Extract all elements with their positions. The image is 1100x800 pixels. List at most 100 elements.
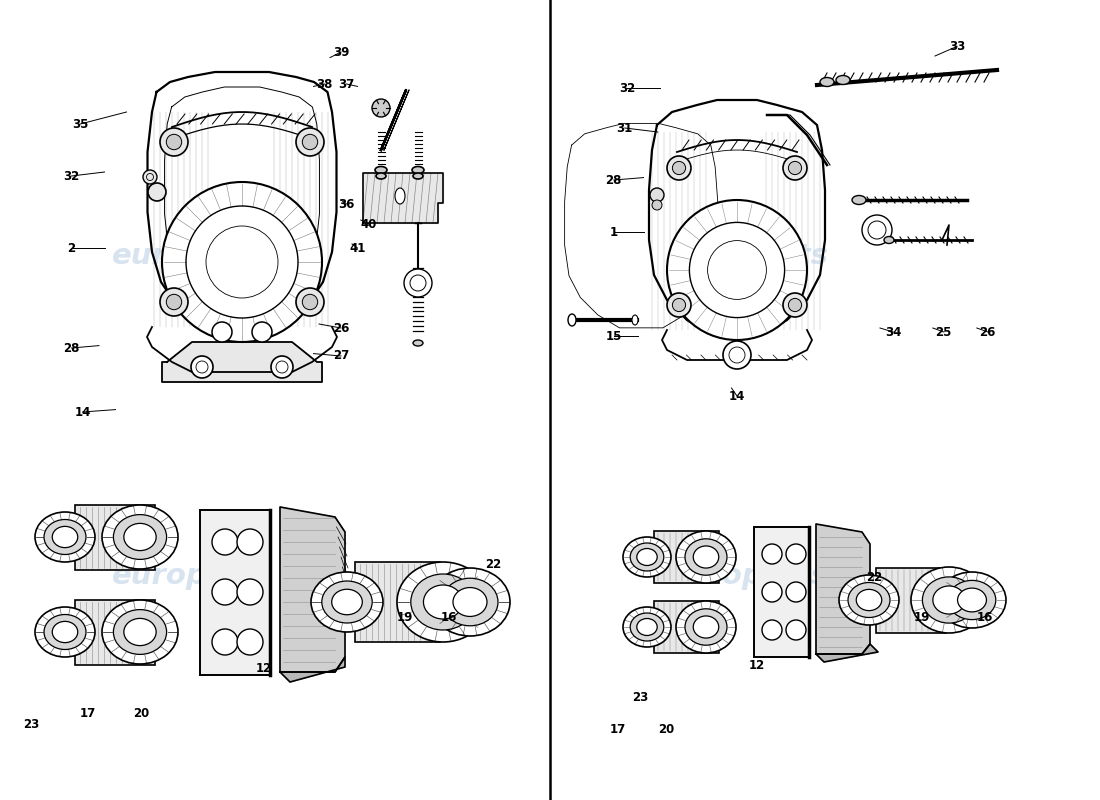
Text: 14: 14 — [729, 390, 745, 402]
Ellipse shape — [948, 581, 996, 619]
Ellipse shape — [637, 618, 657, 635]
Circle shape — [160, 288, 188, 316]
Circle shape — [786, 620, 806, 640]
Circle shape — [786, 544, 806, 564]
Text: 12: 12 — [749, 659, 764, 672]
Ellipse shape — [693, 616, 718, 638]
Circle shape — [271, 356, 293, 378]
Ellipse shape — [923, 577, 976, 623]
Text: 35: 35 — [73, 118, 88, 130]
Text: 20: 20 — [659, 723, 674, 736]
Ellipse shape — [397, 562, 490, 642]
Text: 16: 16 — [977, 611, 992, 624]
Ellipse shape — [412, 340, 424, 346]
Bar — [355, 562, 440, 642]
Ellipse shape — [630, 613, 663, 641]
Ellipse shape — [685, 609, 727, 645]
Circle shape — [252, 322, 272, 342]
Text: europarts: europarts — [112, 242, 273, 270]
Circle shape — [762, 582, 782, 602]
Circle shape — [667, 156, 691, 180]
Circle shape — [302, 134, 318, 150]
Circle shape — [723, 341, 751, 369]
Ellipse shape — [311, 572, 383, 632]
Circle shape — [160, 128, 188, 156]
Circle shape — [212, 322, 232, 342]
Circle shape — [236, 629, 263, 655]
Circle shape — [148, 183, 166, 201]
Polygon shape — [280, 507, 345, 672]
Ellipse shape — [44, 614, 86, 650]
Text: 15: 15 — [606, 330, 621, 342]
Ellipse shape — [332, 590, 362, 614]
Circle shape — [236, 529, 263, 555]
Text: 14: 14 — [75, 406, 90, 418]
Ellipse shape — [424, 585, 462, 619]
Ellipse shape — [430, 568, 510, 636]
Ellipse shape — [623, 537, 671, 577]
Text: 36: 36 — [339, 198, 354, 210]
Bar — [754, 527, 808, 657]
Text: 19: 19 — [397, 611, 412, 624]
Circle shape — [789, 298, 802, 312]
Ellipse shape — [630, 543, 663, 571]
Ellipse shape — [911, 567, 987, 633]
Text: 41: 41 — [350, 242, 365, 254]
Text: 39: 39 — [333, 46, 349, 58]
Ellipse shape — [442, 578, 498, 626]
Bar — [75, 505, 155, 570]
Ellipse shape — [836, 75, 850, 85]
Text: europarts: europarts — [668, 242, 828, 270]
Text: 23: 23 — [23, 718, 38, 730]
Text: 38: 38 — [317, 78, 332, 90]
Ellipse shape — [322, 581, 372, 623]
Polygon shape — [147, 72, 337, 332]
Bar — [200, 510, 270, 674]
Ellipse shape — [637, 549, 657, 566]
Ellipse shape — [113, 514, 166, 559]
Text: 31: 31 — [617, 122, 632, 134]
Circle shape — [667, 200, 807, 340]
Polygon shape — [649, 100, 825, 335]
Ellipse shape — [35, 512, 95, 562]
Ellipse shape — [623, 607, 671, 647]
Circle shape — [404, 269, 432, 297]
Text: 17: 17 — [610, 723, 626, 736]
Bar — [654, 531, 719, 583]
Text: 25: 25 — [936, 326, 952, 338]
Ellipse shape — [53, 526, 78, 548]
Ellipse shape — [957, 588, 987, 612]
Circle shape — [166, 294, 182, 310]
Text: 1: 1 — [609, 226, 618, 238]
Bar — [75, 599, 155, 665]
Text: 17: 17 — [80, 707, 96, 720]
Ellipse shape — [676, 601, 736, 653]
Ellipse shape — [676, 531, 736, 583]
Text: 27: 27 — [333, 350, 349, 362]
Circle shape — [783, 156, 807, 180]
Circle shape — [212, 579, 238, 605]
Text: 26: 26 — [980, 326, 996, 338]
Text: 32: 32 — [619, 82, 635, 94]
Ellipse shape — [375, 166, 387, 174]
Circle shape — [236, 579, 263, 605]
Ellipse shape — [124, 618, 156, 646]
Circle shape — [786, 582, 806, 602]
Circle shape — [672, 298, 685, 312]
Ellipse shape — [852, 195, 866, 205]
Circle shape — [372, 99, 390, 117]
Text: europarts: europarts — [668, 562, 828, 590]
Ellipse shape — [685, 539, 727, 575]
Ellipse shape — [933, 586, 965, 614]
Ellipse shape — [102, 600, 178, 664]
Text: 28: 28 — [606, 174, 621, 186]
Ellipse shape — [35, 607, 95, 657]
Circle shape — [672, 162, 685, 174]
Ellipse shape — [938, 572, 1006, 628]
Ellipse shape — [848, 582, 890, 618]
Text: 19: 19 — [914, 611, 929, 624]
Ellipse shape — [820, 78, 834, 86]
Ellipse shape — [113, 610, 166, 654]
Polygon shape — [162, 342, 322, 382]
Circle shape — [191, 356, 213, 378]
